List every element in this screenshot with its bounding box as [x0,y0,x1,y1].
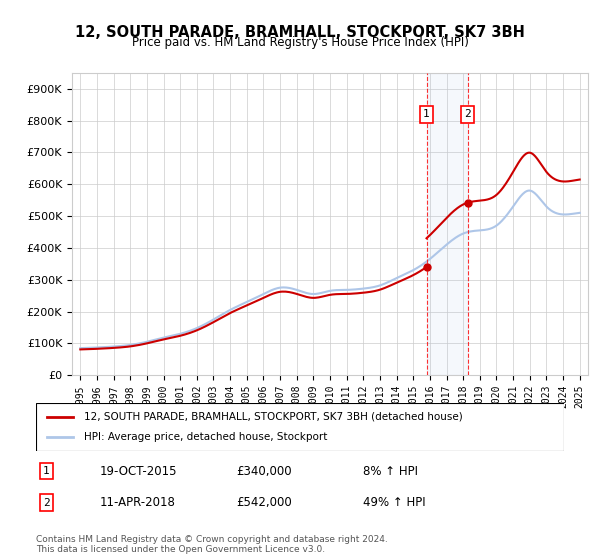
Bar [427,73,467,375]
Text: 19-OCT-2015: 19-OCT-2015 [100,465,177,478]
Text: £340,000: £340,000 [236,465,292,478]
Text: 1: 1 [423,109,430,119]
Text: 8% ↑ HPI: 8% ↑ HPI [364,465,418,478]
Text: 12, SOUTH PARADE, BRAMHALL, STOCKPORT, SK7 3BH (detached house): 12, SOUTH PARADE, BRAMHALL, STOCKPORT, S… [83,412,462,422]
Text: 1: 1 [43,466,50,476]
Text: Price paid vs. HM Land Registry's House Price Index (HPI): Price paid vs. HM Land Registry's House … [131,36,469,49]
Text: 2: 2 [43,498,50,507]
Text: 2: 2 [464,109,471,119]
Text: Contains HM Land Registry data © Crown copyright and database right 2024.
This d: Contains HM Land Registry data © Crown c… [36,535,388,554]
Text: £542,000: £542,000 [236,496,292,509]
Text: 49% ↑ HPI: 49% ↑ HPI [364,496,426,509]
Text: 12, SOUTH PARADE, BRAMHALL, STOCKPORT, SK7 3BH: 12, SOUTH PARADE, BRAMHALL, STOCKPORT, S… [75,25,525,40]
Text: 11-APR-2018: 11-APR-2018 [100,496,175,509]
FancyBboxPatch shape [36,403,564,451]
Text: HPI: Average price, detached house, Stockport: HPI: Average price, detached house, Stoc… [83,432,327,442]
